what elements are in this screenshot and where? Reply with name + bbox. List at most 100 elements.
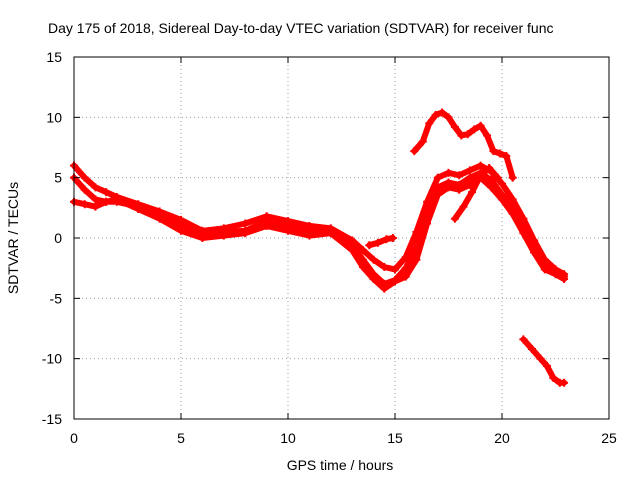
data-point bbox=[463, 130, 472, 139]
data-point bbox=[438, 108, 447, 117]
data-point bbox=[444, 168, 453, 177]
data-point bbox=[382, 235, 391, 244]
data-point bbox=[423, 219, 432, 228]
data-point bbox=[241, 219, 250, 228]
series-line-arc-7 bbox=[520, 336, 568, 386]
data-point bbox=[155, 214, 164, 223]
data-point bbox=[540, 265, 549, 274]
y-tick-labels: -15 -10 -5 0 5 10 15 bbox=[42, 49, 62, 427]
data-point bbox=[455, 185, 464, 194]
data-point bbox=[262, 221, 271, 230]
data-point bbox=[470, 125, 479, 134]
x-tick-label: 0 bbox=[70, 430, 78, 446]
data-point bbox=[418, 137, 427, 146]
data-point bbox=[502, 151, 511, 160]
data-point bbox=[198, 234, 207, 242]
data-point bbox=[380, 262, 389, 271]
data-point bbox=[91, 183, 100, 192]
x-tick-label: 15 bbox=[387, 430, 403, 446]
data-point bbox=[444, 113, 453, 122]
y-tick-label: 5 bbox=[54, 170, 62, 186]
data-point bbox=[177, 226, 185, 235]
data-point bbox=[519, 335, 528, 344]
data-point bbox=[444, 183, 453, 192]
data-point bbox=[459, 202, 468, 211]
data-point bbox=[476, 121, 485, 130]
x-axis-label: GPS time / hours bbox=[287, 457, 394, 473]
data-point bbox=[102, 188, 111, 197]
data-point bbox=[455, 171, 464, 180]
y-tick-label: 10 bbox=[46, 109, 62, 125]
data-point bbox=[536, 354, 545, 363]
data-point bbox=[530, 248, 539, 257]
data-point bbox=[498, 179, 506, 188]
y-axis-label: SDTVAR / TECUs bbox=[5, 182, 21, 294]
x-tick-label: 10 bbox=[280, 430, 296, 446]
data-point bbox=[457, 131, 466, 140]
data-point bbox=[305, 231, 314, 240]
data-point bbox=[391, 277, 399, 286]
series-line-arc-2 bbox=[71, 169, 568, 287]
data-point bbox=[476, 161, 485, 170]
data-point bbox=[476, 171, 485, 180]
data-point bbox=[365, 241, 374, 250]
data-point bbox=[485, 164, 494, 173]
data-point bbox=[498, 195, 506, 204]
y-tick-label: 15 bbox=[46, 49, 62, 65]
data-point bbox=[542, 361, 551, 370]
data-point bbox=[410, 147, 419, 156]
y-tick-label: -15 bbox=[42, 411, 62, 427]
data-point bbox=[401, 272, 410, 281]
data-point bbox=[465, 173, 474, 182]
data-point bbox=[549, 373, 558, 382]
data-point bbox=[80, 185, 89, 194]
data-point bbox=[219, 231, 228, 240]
data-point bbox=[433, 183, 442, 192]
data-point bbox=[80, 173, 89, 182]
data-point bbox=[465, 166, 474, 175]
data-point bbox=[468, 188, 477, 197]
x-tick-label: 20 bbox=[494, 430, 510, 446]
y-tick-label: 0 bbox=[54, 230, 62, 246]
data-point bbox=[527, 345, 536, 354]
data-point bbox=[112, 195, 121, 204]
data-point bbox=[560, 275, 569, 284]
data-point bbox=[358, 262, 367, 271]
data-point bbox=[495, 149, 504, 158]
data-point bbox=[560, 378, 569, 387]
data-point bbox=[433, 190, 442, 199]
data-point bbox=[489, 147, 498, 156]
data-point bbox=[483, 131, 492, 140]
data-point bbox=[412, 255, 421, 264]
data-point bbox=[450, 214, 459, 223]
data-point bbox=[369, 275, 378, 284]
data-point bbox=[358, 246, 367, 255]
data-point bbox=[450, 122, 459, 131]
data-point bbox=[241, 229, 250, 238]
data-point bbox=[487, 183, 496, 192]
data-point bbox=[284, 226, 292, 235]
y-tick-label: -5 bbox=[50, 290, 63, 306]
data-point bbox=[519, 229, 528, 238]
series-line-arc-3 bbox=[71, 174, 568, 292]
data-point bbox=[425, 119, 434, 128]
data-point bbox=[380, 284, 389, 293]
data-point bbox=[326, 229, 335, 238]
data-point bbox=[388, 234, 397, 242]
data-point bbox=[91, 202, 100, 211]
data-point bbox=[369, 255, 378, 264]
data-point bbox=[373, 238, 382, 247]
x-tick-labels: 0 5 10 15 20 25 bbox=[70, 430, 617, 446]
data-point bbox=[80, 200, 89, 209]
data-point bbox=[433, 173, 442, 182]
data-point bbox=[487, 176, 496, 185]
x-tick-label: 25 bbox=[601, 430, 617, 446]
series-layer bbox=[70, 108, 569, 387]
axis-ticks bbox=[73, 56, 610, 420]
data-point bbox=[431, 110, 440, 119]
data-point bbox=[508, 173, 517, 182]
data-point bbox=[102, 197, 111, 206]
data-point bbox=[348, 246, 357, 255]
data-point bbox=[508, 209, 517, 218]
